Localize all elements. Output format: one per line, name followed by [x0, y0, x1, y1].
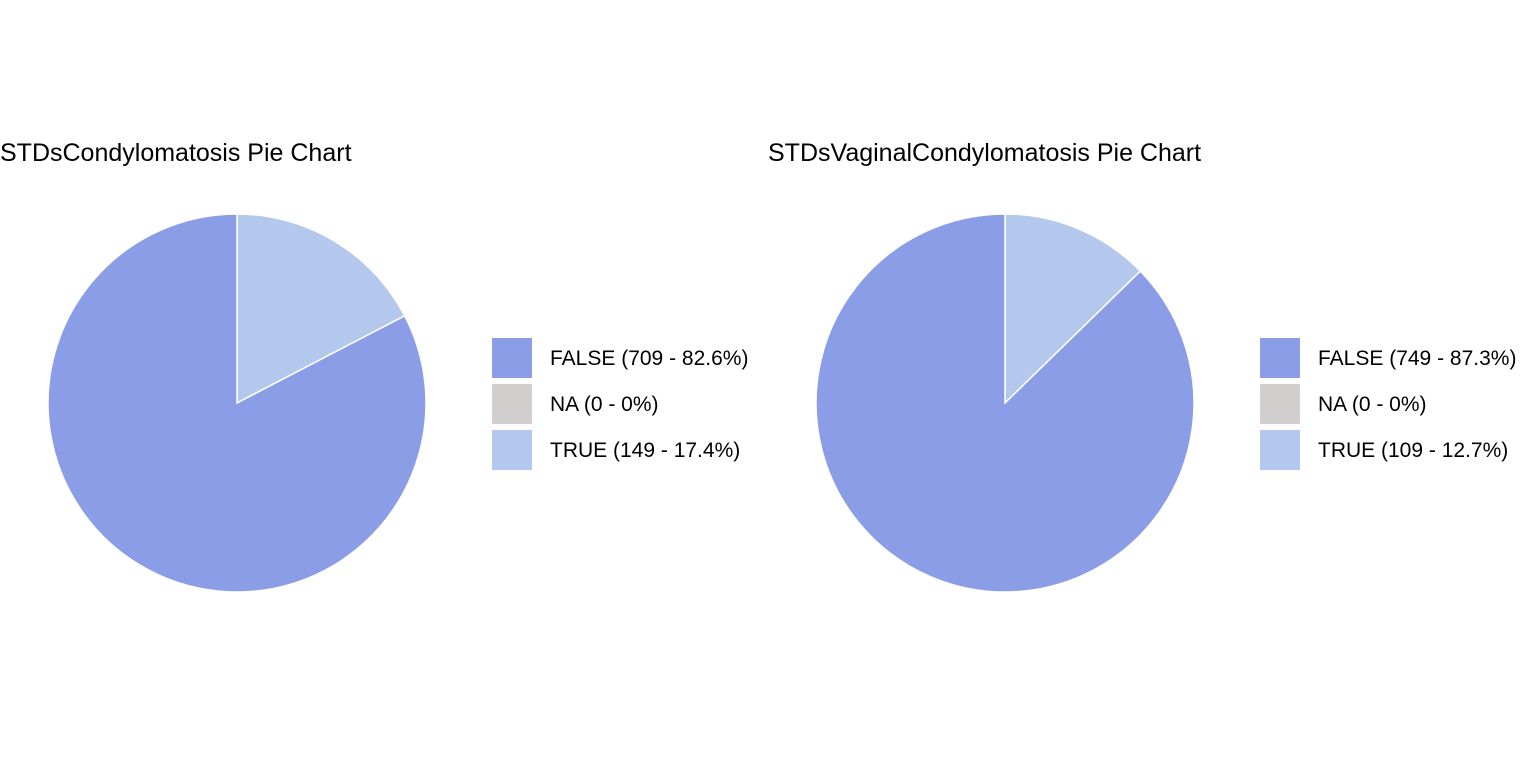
legend-label: NA (0 - 0%): [550, 393, 659, 416]
pie-chart: [815, 213, 1195, 593]
legend-label: NA (0 - 0%): [1318, 393, 1427, 416]
pie-slice-false: [815, 213, 1195, 593]
legend-label: FALSE (749 - 87.3%): [1318, 347, 1517, 370]
legend-swatch: [1260, 384, 1300, 424]
legend-label: TRUE (109 - 12.7%): [1318, 439, 1509, 462]
pie-chart: [47, 213, 427, 593]
legend-swatch: [492, 384, 532, 424]
pie-chart-panel: STDsVaginalCondylomatosis Pie Chart FALS…: [768, 0, 1536, 768]
legend-label: FALSE (709 - 82.6%): [550, 347, 749, 370]
pie-slice-false: [47, 213, 427, 593]
chart-title: STDsVaginalCondylomatosis Pie Chart: [768, 139, 1202, 167]
legend-swatch: [492, 338, 532, 378]
pie-slice-true: [1004, 213, 1142, 405]
legend-swatch: [492, 430, 532, 470]
pie-slice-true: [236, 213, 406, 405]
pie-chart-panel: STDsCondylomatosis Pie Chart FALSE (709 …: [0, 139, 749, 593]
legend-swatch: [1260, 430, 1300, 470]
chart-title: STDsCondylomatosis Pie Chart: [0, 139, 352, 167]
legend-label: TRUE (149 - 17.4%): [550, 439, 741, 462]
legend-swatch: [1260, 338, 1300, 378]
